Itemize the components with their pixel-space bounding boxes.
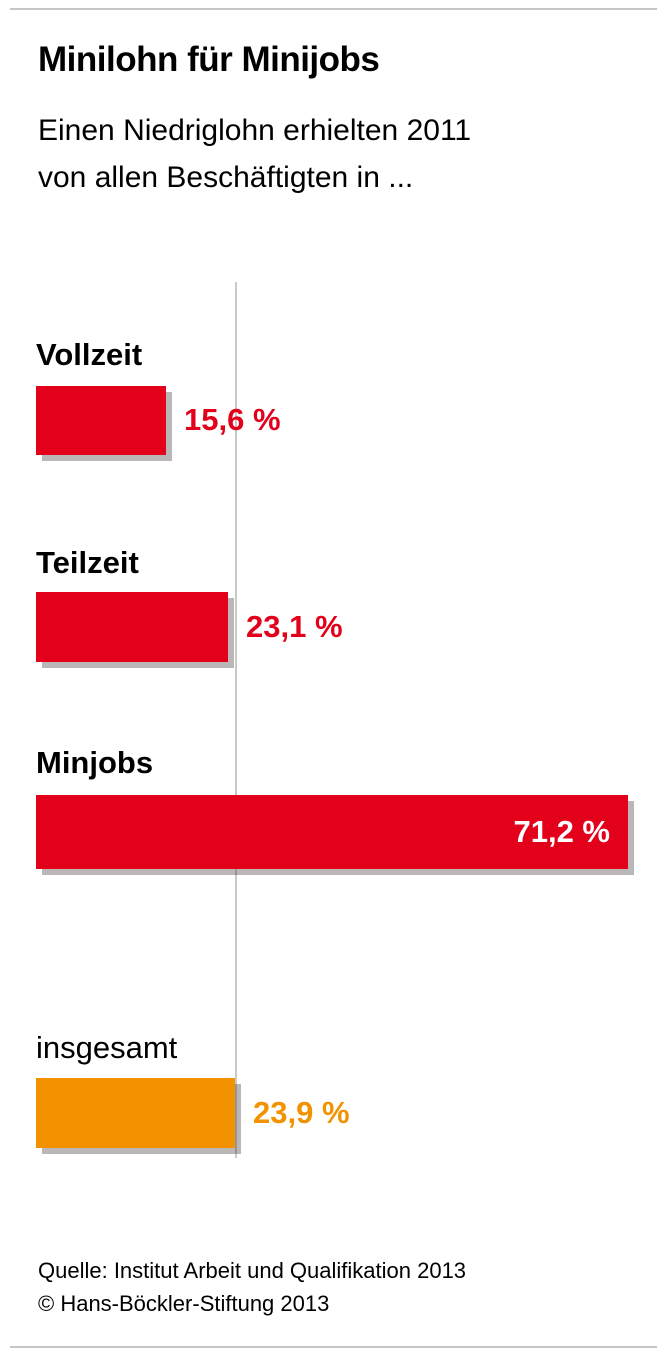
value-label-teilzeit: 23,1 % [246,609,343,644]
chart-subtitle-line2: von allen Beschäftigten in ... [38,161,414,194]
category-label-minjobs: Minjobs [36,745,154,780]
reference-line [235,282,237,1158]
copyright-text: © Hans-Böckler-Stiftung 2013 [38,1291,330,1316]
source-text: Quelle: Institut Arbeit und Qualifikatio… [38,1258,467,1283]
frame-border-bottom [10,1346,657,1348]
chart-subtitle-line1: Einen Niedriglohn erhielten 2011 [38,114,472,147]
bar-teilzeit [36,592,228,662]
bar-vollzeit [36,386,166,455]
value-label-minjobs: 71,2 % [513,814,610,849]
bar-minjobs: 71,2 % [36,795,628,869]
category-label-insgesamt: insgesamt [36,1030,178,1065]
chart-subtitle: Einen Niedriglohn erhielten 2011 von alle… [38,107,471,201]
category-label-teilzeit: Teilzeit [36,545,139,580]
bar-insgesamt [36,1078,235,1148]
value-label-vollzeit: 15,6 % [184,402,281,437]
chart-title: Minilohn für Minijobs [38,40,380,79]
frame-border-top [10,8,657,10]
value-label-insgesamt: 23,9 % [253,1095,350,1130]
category-label-vollzeit: Vollzeit [36,337,143,372]
